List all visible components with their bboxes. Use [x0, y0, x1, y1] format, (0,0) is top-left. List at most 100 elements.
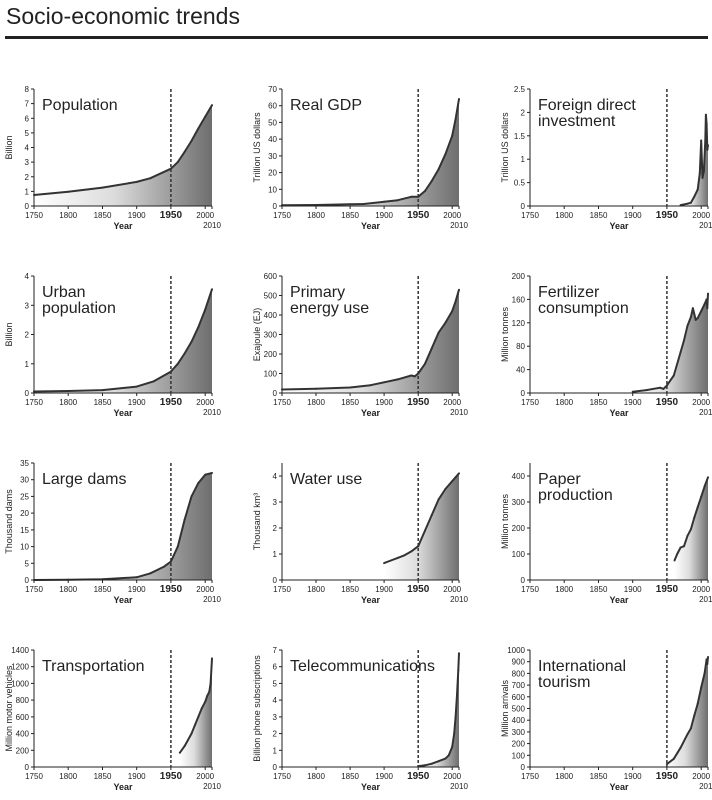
chart-title-line: production	[538, 487, 613, 504]
data-point	[693, 516, 696, 519]
data-point	[430, 762, 433, 765]
data-point	[209, 682, 212, 685]
data-point	[163, 565, 166, 568]
data-point	[700, 310, 703, 313]
data-point	[204, 308, 207, 311]
y-axis-label: Million arrivals	[500, 679, 510, 737]
y-tick-label: 1000	[507, 646, 525, 655]
title-divider	[5, 36, 708, 39]
y-tick-label: 2.5	[514, 85, 526, 94]
data-point	[704, 139, 707, 142]
chart-panel: 0 0.5 1 1.5 2 2.5 1750 1800 1850 1900 1950 20002010…	[500, 85, 712, 231]
data-point	[703, 672, 706, 675]
x-tick-label: 2010	[699, 595, 712, 604]
chart-panel: 0 10 20 30 40 50 60 70 1750 1800 1850 1900 1950 20002…	[252, 85, 468, 231]
y-tick-label: 1	[25, 360, 30, 369]
data-point	[679, 746, 682, 749]
data-point	[383, 562, 386, 565]
data-point	[444, 757, 447, 760]
x-tick-label: 1850	[590, 772, 608, 781]
y-axis-label: Billion phone subscriptions	[252, 655, 262, 762]
x-tick-label: 1850	[94, 772, 112, 781]
y-tick-label: 200	[512, 740, 526, 749]
data-point	[204, 700, 207, 703]
chart-title-line: investment	[538, 113, 616, 130]
x-tick-label: 1900	[375, 211, 393, 220]
data-point	[672, 374, 675, 377]
x-tick-label: 1900	[128, 398, 146, 407]
y-tick-label: 35	[20, 459, 29, 468]
y-tick-label: 0	[521, 389, 526, 398]
data-point	[702, 169, 705, 172]
x-tick-label: 1750	[25, 772, 43, 781]
chart-title: Urban population	[42, 284, 116, 317]
data-point	[454, 715, 457, 718]
data-point	[183, 518, 186, 521]
y-tick-label: 900	[512, 658, 526, 667]
x-tick-label: 1950	[407, 584, 430, 595]
chart-title-line: Large dams	[42, 471, 127, 488]
data-point	[665, 763, 668, 766]
x-tick-label: 1750	[521, 772, 539, 781]
y-tick-label: 500	[264, 292, 278, 301]
y-tick-label: 7	[25, 100, 30, 109]
data-point	[176, 362, 179, 365]
x-tick-label: 2010	[203, 595, 221, 604]
chart-title-line: Telecommunications	[290, 658, 435, 675]
y-tick-label: 50	[268, 118, 277, 127]
data-point	[208, 690, 211, 693]
x-tick-label: 1900	[375, 585, 393, 594]
y-axis-label: Billion	[4, 135, 14, 159]
data-point	[193, 724, 196, 727]
data-point	[206, 695, 209, 697]
x-tick-label: 2000	[196, 772, 214, 781]
chart-title-line: Foreign direct	[538, 97, 636, 114]
data-point	[679, 351, 682, 354]
data-point	[67, 390, 70, 392]
y-tick-label: 25	[20, 492, 29, 501]
x-tick-label: 1850	[341, 585, 359, 594]
x-tick-label: 1950	[656, 771, 679, 782]
data-point	[693, 195, 696, 198]
data-point	[707, 292, 709, 295]
y-tick-label: 15	[20, 526, 29, 535]
x-tick-label: 1750	[273, 398, 291, 407]
data-point	[424, 362, 426, 365]
data-point	[700, 686, 703, 689]
y-tick-label: 600	[16, 713, 30, 722]
series-line	[33, 104, 213, 196]
y-tick-label: 4	[25, 144, 30, 153]
data-point	[183, 352, 186, 355]
x-tick-label: 1800	[59, 398, 77, 407]
x-tick-label: 1900	[375, 398, 393, 407]
data-point	[689, 201, 692, 204]
y-tick-label: 200	[16, 746, 30, 755]
y-tick-label: 300	[264, 331, 278, 340]
data-point	[190, 139, 193, 142]
x-tick-label: 1950	[160, 397, 183, 408]
y-tick-label: 1.5	[514, 132, 526, 141]
y-tick-label: 0	[521, 763, 526, 772]
y-tick-label: 100	[512, 751, 526, 760]
chart-title-line: Transportation	[42, 658, 145, 675]
x-tick-label: 1800	[555, 772, 573, 781]
x-tick-label: 2010	[450, 595, 468, 604]
y-tick-label: 5	[25, 129, 30, 138]
series-line	[418, 653, 460, 768]
x-tick-label: 2000	[443, 772, 461, 781]
data-point	[383, 200, 386, 203]
x-tick-label: 1850	[341, 398, 359, 407]
y-tick-label: 2	[273, 730, 278, 739]
x-tick-label: 2000	[196, 585, 214, 594]
y-tick-label: 700	[512, 681, 526, 690]
y-axis-label: Thousand km³	[252, 493, 262, 551]
x-tick-label: 2000	[443, 211, 461, 220]
y-tick-label: 4	[273, 472, 278, 481]
data-point	[211, 472, 213, 474]
y-tick-label: 40	[516, 366, 525, 375]
data-point	[183, 745, 186, 748]
data-point	[672, 757, 675, 760]
y-tick-label: 300	[512, 728, 526, 737]
